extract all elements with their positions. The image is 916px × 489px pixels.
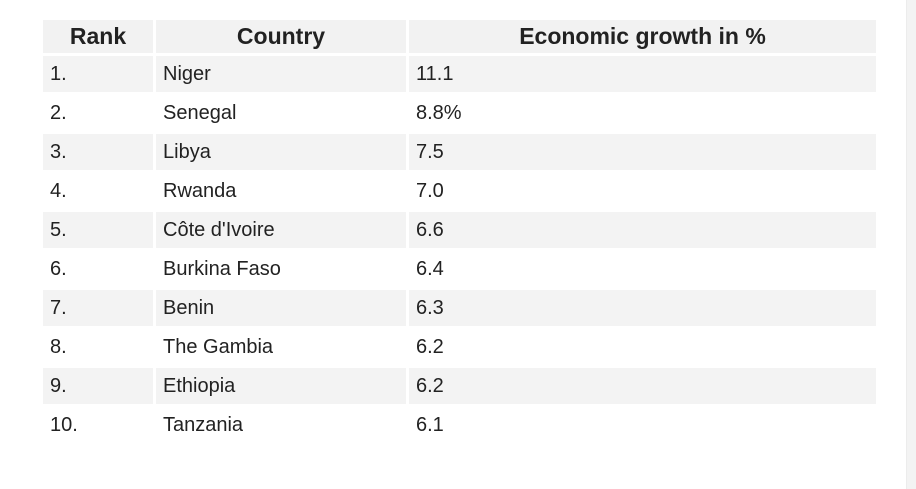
cell-rank: 2. [43,95,153,131]
table-header-row: Rank Country Economic growth in % [43,20,876,53]
cell-country: Niger [156,56,406,92]
cell-country: Burkina Faso [156,251,406,287]
cell-rank: 3. [43,134,153,170]
cell-rank: 8. [43,329,153,365]
cell-rank: 1. [43,56,153,92]
table-row: 4. Rwanda 7.0 [43,173,876,209]
table-row: 9. Ethiopia 6.2 [43,368,876,404]
growth-table: Rank Country Economic growth in % 1. Nige… [40,17,879,446]
table-row: 2. Senegal 8.8% [43,95,876,131]
cell-country: The Gambia [156,329,406,365]
header-growth: Economic growth in % [409,20,876,53]
page-side-rail [907,0,916,489]
cell-growth: 6.1 [409,407,876,443]
header-country: Country [156,20,406,53]
cell-country: Libya [156,134,406,170]
cell-growth: 6.6 [409,212,876,248]
table-row: 5. Côte d'Ivoire 6.6 [43,212,876,248]
table-body: 1. Niger 11.1 2. Senegal 8.8% 3. Libya 7.5 4. Rwan… [43,56,876,443]
table-row: 7. Benin 6.3 [43,290,876,326]
cell-country: Ethiopia [156,368,406,404]
cell-growth: 6.4 [409,251,876,287]
cell-growth: 8.8% [409,95,876,131]
table-row: 10. Tanzania 6.1 [43,407,876,443]
cell-rank: 5. [43,212,153,248]
cell-growth: 11.1 [409,56,876,92]
cell-rank: 10. [43,407,153,443]
cell-rank: 6. [43,251,153,287]
cell-country: Côte d'Ivoire [156,212,406,248]
cell-country: Benin [156,290,406,326]
header-rank: Rank [43,20,153,53]
cell-growth: 6.3 [409,290,876,326]
cell-rank: 4. [43,173,153,209]
cell-growth: 6.2 [409,329,876,365]
table-row: 1. Niger 11.1 [43,56,876,92]
cell-growth: 7.0 [409,173,876,209]
table-row: 3. Libya 7.5 [43,134,876,170]
table-row: 8. The Gambia 6.2 [43,329,876,365]
cell-country: Rwanda [156,173,406,209]
cell-country: Tanzania [156,407,406,443]
cell-rank: 7. [43,290,153,326]
cell-rank: 9. [43,368,153,404]
table-row: 6. Burkina Faso 6.4 [43,251,876,287]
cell-growth: 7.5 [409,134,876,170]
cell-growth: 6.2 [409,368,876,404]
cell-country: Senegal [156,95,406,131]
